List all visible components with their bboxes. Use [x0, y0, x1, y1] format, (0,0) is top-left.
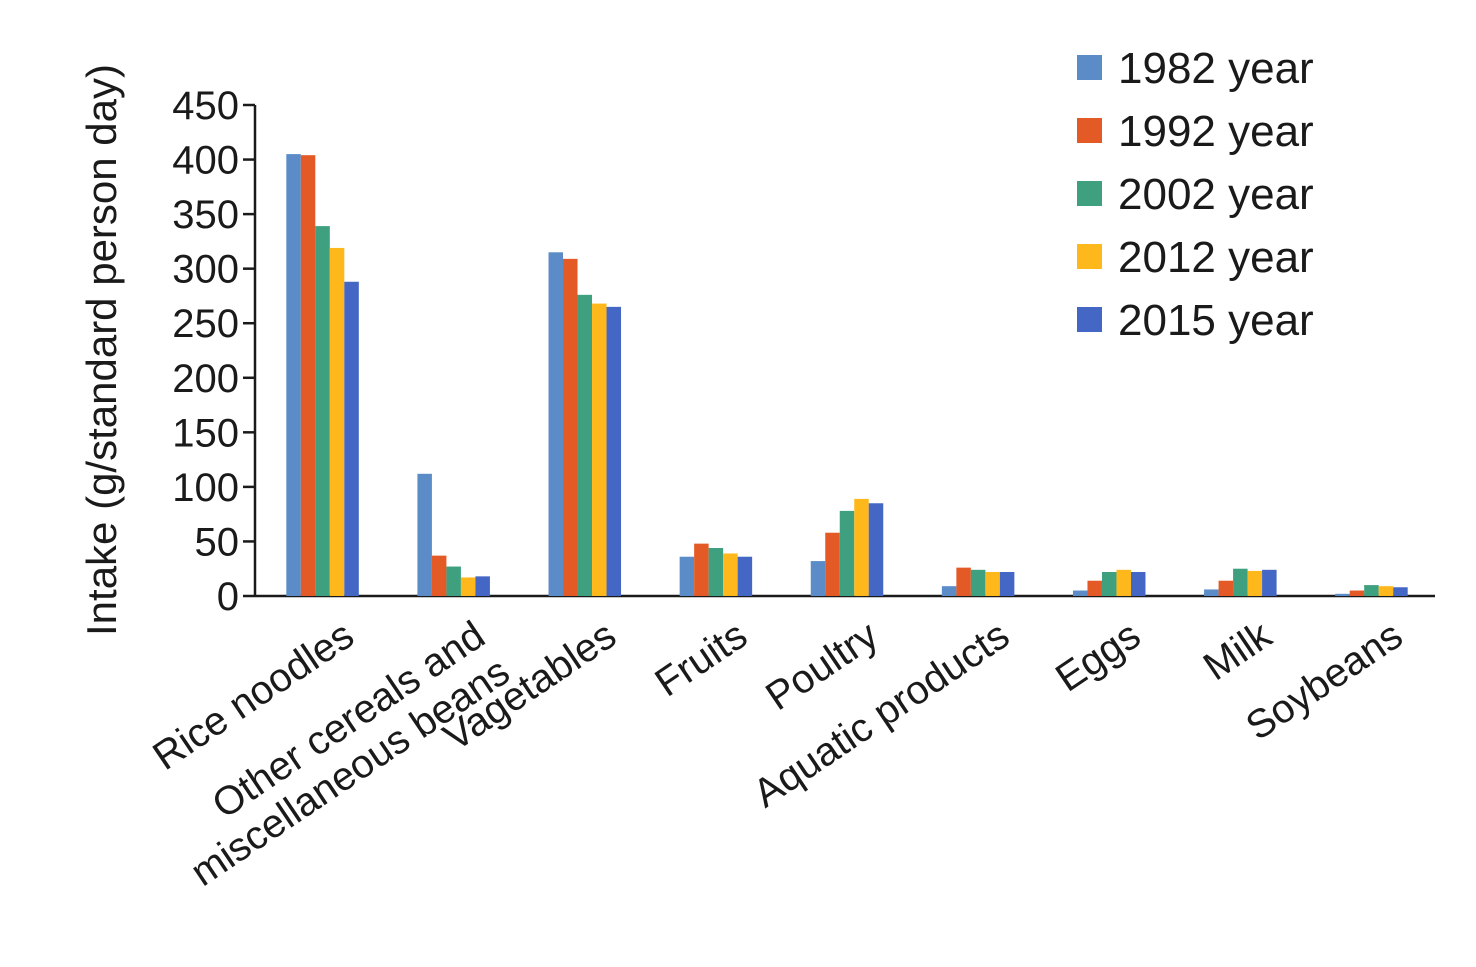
legend-label: 2012 year: [1118, 233, 1314, 282]
x-tick-label: Eggs: [1048, 613, 1148, 700]
bar: [868, 503, 884, 596]
x-tick-label: Fruits: [647, 613, 755, 705]
bar: [956, 567, 971, 596]
bar: [1349, 590, 1365, 596]
legend-label: 2015 year: [1118, 296, 1314, 345]
bar: [1072, 590, 1088, 596]
y-tick-label: 350: [172, 193, 239, 237]
y-tick-label: 200: [172, 357, 239, 401]
bar: [1378, 586, 1394, 596]
bar: [970, 569, 986, 596]
bar: [1233, 568, 1248, 596]
bar: [1262, 569, 1277, 596]
y-tick-label: 50: [195, 520, 240, 564]
bar: [694, 543, 709, 596]
bar: [475, 576, 490, 596]
legend-label: 1982 year: [1118, 44, 1314, 93]
x-tick-label-line: Fruits: [647, 613, 755, 705]
bar: [839, 510, 855, 596]
bar: [825, 532, 840, 596]
legend-swatch: [1077, 307, 1102, 332]
legend-label: 1992 year: [1118, 107, 1314, 156]
bar: [1247, 570, 1263, 596]
bar: [723, 553, 738, 596]
legend-swatch: [1077, 181, 1102, 206]
bar: [1087, 580, 1102, 596]
y-axis-title: Intake (g/standard person day): [78, 64, 125, 636]
bar: [737, 556, 753, 596]
legend: 1982 year 1992 year 2002 year 2012 year 2015…: [1077, 44, 1314, 345]
bar: [431, 555, 447, 596]
y-tick-label: 150: [172, 411, 239, 455]
bars-layer: [286, 154, 1408, 597]
bar: [810, 561, 826, 596]
y-tick-label: 0: [217, 575, 239, 619]
bar: [344, 281, 359, 596]
bar: [708, 547, 724, 596]
x-tick-label-line: Eggs: [1048, 613, 1148, 700]
y-tick-label: 400: [172, 139, 239, 183]
y-tick-label: 250: [172, 302, 239, 346]
bar: [329, 247, 345, 596]
legend-label: 2002 year: [1118, 170, 1314, 219]
bar: [300, 155, 316, 596]
bar: [1335, 593, 1350, 596]
bar: [548, 252, 564, 597]
y-tick-label: 300: [172, 248, 239, 292]
bar: [854, 498, 869, 596]
legend-swatch: [1077, 118, 1102, 143]
bar: [460, 577, 476, 596]
x-tick-label: Milk: [1196, 612, 1280, 689]
y-tick-label: 100: [172, 466, 239, 510]
bar: [577, 294, 593, 596]
bar: [1116, 569, 1131, 596]
bar: [1204, 589, 1219, 596]
bar: [1364, 585, 1379, 596]
y-tick-label: 450: [172, 84, 239, 128]
bar: [941, 586, 957, 596]
bar: [985, 572, 1000, 596]
bar: [563, 258, 578, 596]
x-tick-label-line: Milk: [1196, 612, 1280, 689]
bar: [679, 556, 695, 596]
bar: [1130, 572, 1146, 596]
bar: [606, 306, 622, 596]
bar: [446, 566, 461, 596]
bar: [1218, 580, 1234, 596]
bar: [315, 226, 330, 597]
bar: [1393, 587, 1408, 596]
y-tick-labels: 0 50 100 150 200 250 300 350 400 450: [172, 84, 255, 619]
legend-swatch: [1077, 55, 1102, 80]
bar: [1101, 572, 1117, 596]
legend-swatch: [1077, 244, 1102, 269]
bar: [417, 473, 432, 596]
bar: [999, 572, 1015, 596]
bar: [592, 303, 607, 596]
bar: [286, 154, 301, 596]
